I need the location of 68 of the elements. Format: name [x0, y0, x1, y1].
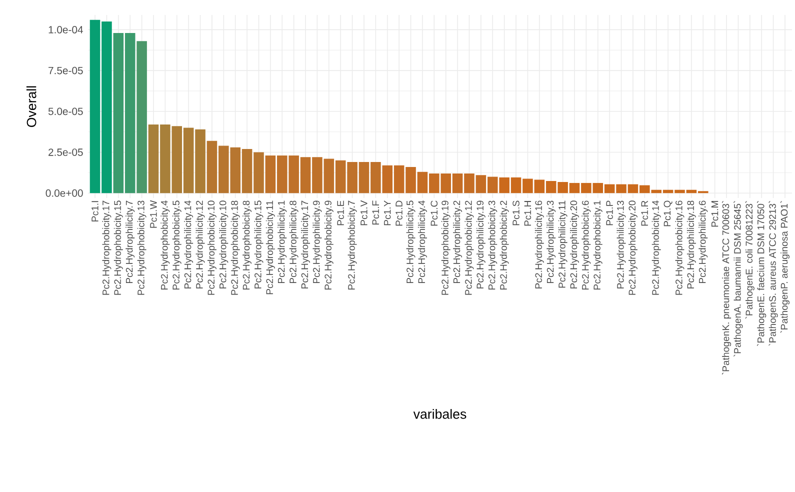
x-tick-label: Pc2.Hydrophobicity.5	[172, 200, 182, 290]
x-tick-label: `PathogenE. faecium DSM 17050`	[757, 201, 766, 346]
y-tick-label: 7.5e-05	[48, 66, 83, 74]
y-tick-label: 2.5e-05	[48, 148, 83, 156]
x-tick-label: Pc2.Hydrophilicity.11	[558, 200, 568, 288]
x-tick-label: Pc2.Hydrophobicity.3	[488, 200, 498, 290]
x-tick-label: Pc2.Hydrophilicity.10	[219, 200, 228, 288]
x-tick-label: Pc2.Hydrophilicity.17	[301, 200, 310, 288]
x-tick-label: Pc2.Hydrophilicity.19	[476, 200, 486, 288]
x-tick-label: Pc2.Hydrophilicity.6	[698, 200, 708, 284]
x-axis-title: varibales	[413, 409, 466, 419]
x-tick-label: Pc2.Hydrophobicity.18	[230, 200, 240, 295]
x-tick-label: Pc1.Y	[384, 200, 391, 226]
x-tick-label: Pc2.Hydrophilicity.13	[616, 200, 626, 288]
x-tick-label: `PathogenS. aureus ATCC 29213`	[768, 201, 778, 346]
x-tick-label: Pc2.Hydrophobicity.15	[114, 200, 123, 295]
x-tick-label: `PathogenA. baumannii DSM 25645`	[734, 201, 743, 357]
x-tick-label: `PathogenP. aeruginosa PAO1`	[780, 200, 790, 333]
x-tick-label: Pc1.P	[606, 200, 613, 226]
x-tick-label: Pc1.H	[524, 201, 532, 226]
x-tick-label: Pc1.R	[641, 200, 648, 226]
x-tick-label: Pc1.E	[337, 200, 344, 226]
x-tick-label: Pc2.Hydrophilicity.20	[570, 200, 579, 288]
x-tick-label: Pc2.Hydrophilicity.12	[196, 200, 205, 288]
bar	[136, 41, 147, 194]
x-tick-label: Pc2.Hydrophobicity.2	[500, 200, 509, 290]
x-tick-label: Pc1.D	[396, 200, 402, 226]
y-tick-label: 1.0e-04	[48, 26, 83, 34]
y-tick-label: 0.0e+00	[46, 189, 83, 197]
x-tick-label: Pc2.Hydrophobicity.19	[441, 200, 450, 295]
x-tick-label: Pc2.Hydrophobicity.4	[160, 200, 170, 290]
x-tick-label: Pc2.Hydrophobicity.7	[348, 200, 357, 290]
x-tick-label: Pc2.Hydrophobicity.14	[652, 200, 661, 295]
x-tick-label: Pc2.Hydrophobicity.12	[464, 200, 474, 295]
x-tick-label: Pc1.F	[372, 200, 380, 225]
x-tick-label: Pc2.Hydrophilicity.3	[546, 200, 556, 284]
x-tick-label: Pc1.C	[430, 200, 438, 226]
x-tick-label: Pc2.Hydrophilicity.1	[278, 200, 287, 284]
x-tick-label: Pc2.Hydrophobicity.20	[628, 200, 638, 295]
x-tick-label: Pc2.Hydrophobicity.6	[582, 200, 591, 290]
x-tick-label: `PathogenK. pneumoniae ATCC 700603`	[722, 201, 732, 375]
x-tick-label: Pc2.Hydrophilicity.7	[126, 200, 135, 284]
x-tick-label: `PathogenE. coli 70081223`	[745, 201, 754, 319]
x-tick-label: Pc2.Hydrophilicity.9	[312, 200, 322, 284]
x-tick-label: Pc2.Hydrophilicity.14	[184, 200, 194, 288]
x-tick-label: Pc2.Hydrophobicity.17	[102, 200, 112, 295]
x-tick-label: Pc2.Hydrophilicity.15	[254, 200, 264, 288]
y-axis-title: Overall	[26, 86, 36, 127]
x-tick-label: Pc2.Hydrophobicity.10	[207, 200, 216, 295]
x-tick-label: Pc1.Q	[664, 200, 672, 226]
x-tick-label: Pc2.Hydrophobicity.8	[242, 200, 252, 290]
x-tick-label: Pc1.W	[150, 200, 157, 228]
x-tick-label: Pc2.Hydrophobicity.9	[324, 200, 334, 290]
x-tick-label: Pc2.Hydrophilicity.5	[406, 200, 416, 284]
x-tick-label: Pc2.Hydrophilicity.2	[453, 200, 462, 284]
x-tick-label: Pc1.V	[360, 200, 368, 226]
x-tick-label: Pc2.Hydrophilicity.16	[534, 200, 544, 288]
x-tick-label: Pc1.I	[92, 201, 98, 222]
y-tick-label: 5.0e-05	[48, 108, 83, 116]
x-tick-label: Pc2.Hydrophobicity.13	[137, 200, 146, 295]
x-tick-label: Pc1.S	[512, 200, 520, 226]
x-tick-label: Pc2.Hydrophobicity.1	[593, 200, 602, 290]
x-tick-label: Pc2.Hydrophilicity.8	[289, 200, 298, 284]
x-tick-label: Pc2.Hydrophobicity.16	[675, 200, 684, 295]
x-tick-label: Pc1.M	[711, 201, 718, 227]
x-tick-label: Pc2.Hydrophobicity.11	[266, 200, 275, 294]
x-tick-label: Pc2.Hydrophilicity.18	[686, 200, 696, 288]
x-tick-label: Pc2.Hydrophilicity.4	[418, 200, 427, 284]
